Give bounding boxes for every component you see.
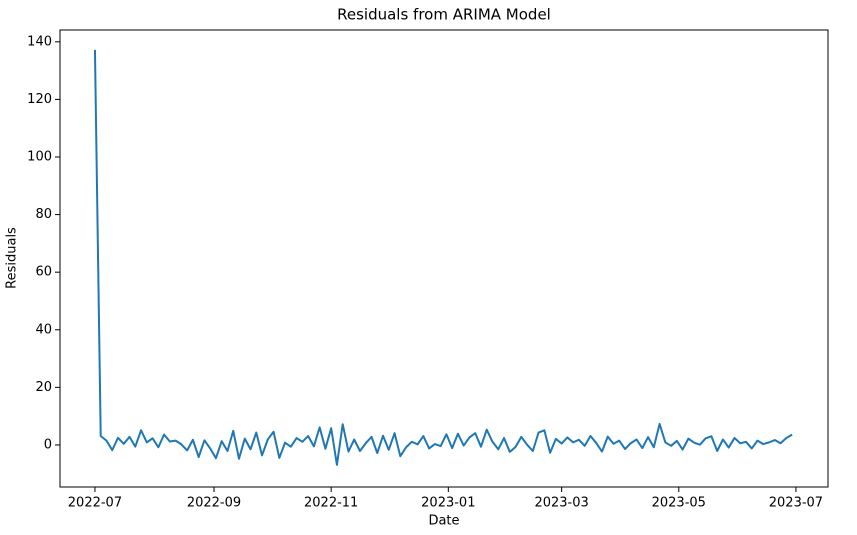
y-tick-label: 140 [27,34,52,49]
x-tick-label: 2023-01 [421,496,475,511]
y-tick-label: 60 [35,265,52,280]
y-tick-label: 120 [27,92,52,107]
y-tick-label: 20 [35,380,52,395]
y-tick-label: 0 [44,437,52,452]
x-tick-label: 2022-11 [304,496,358,511]
y-tick-label: 80 [35,207,52,222]
x-axis-label: Date [428,514,459,529]
chart-title: Residuals from ARIMA Model [337,6,551,24]
y-tick-label: 100 [27,149,52,164]
x-tick-label: 2022-07 [68,496,122,511]
x-tick-label: 2023-07 [769,496,823,511]
x-tick-label: 2023-03 [534,496,588,511]
x-tick-label: 2023-05 [652,496,706,511]
y-tick-label: 40 [35,322,52,337]
plot-frame [59,29,829,488]
residual-line [93,49,793,466]
y-axis-label: Residuals [5,227,20,289]
x-tick-label: 2022-09 [187,496,241,511]
